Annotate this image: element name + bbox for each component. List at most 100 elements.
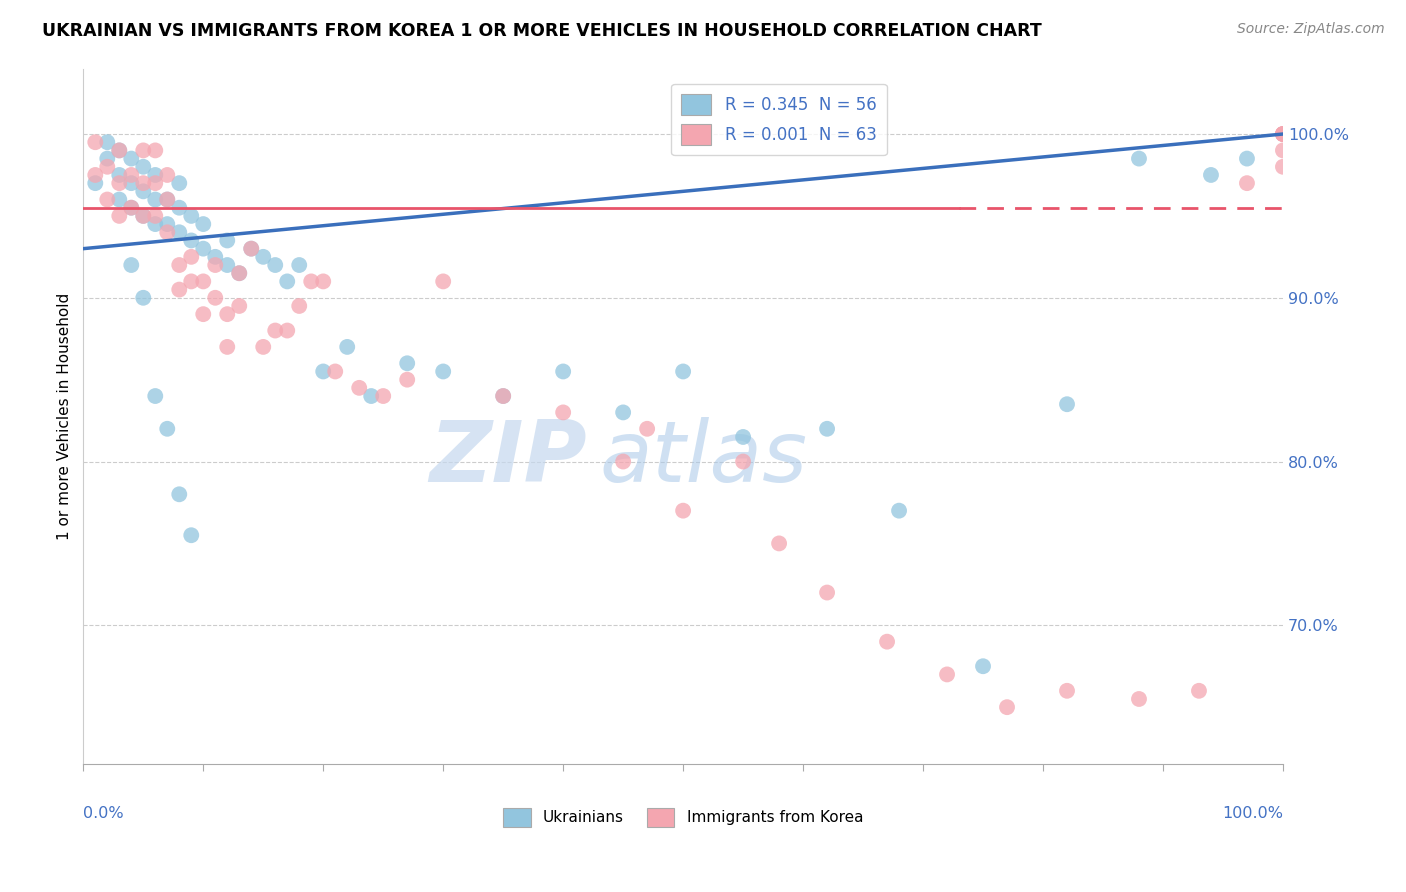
Point [1271, 127, 1294, 141]
Point [815, 422, 838, 436]
Point [252, 250, 274, 264]
Point [228, 266, 250, 280]
Point [1188, 683, 1211, 698]
Point [180, 528, 202, 542]
Point [323, 364, 346, 378]
Point [120, 168, 142, 182]
Point [276, 324, 298, 338]
Point [143, 176, 166, 190]
Point [108, 168, 131, 182]
Point [1056, 683, 1078, 698]
Point [672, 364, 695, 378]
Point [217, 340, 239, 354]
Point [636, 422, 658, 436]
Point [167, 225, 190, 239]
Point [143, 209, 166, 223]
Point [936, 667, 959, 681]
Point [217, 307, 239, 321]
Point [612, 405, 634, 419]
Point [299, 274, 322, 288]
Point [143, 168, 166, 182]
Text: UKRAINIAN VS IMMIGRANTS FROM KOREA 1 OR MORE VEHICLES IN HOUSEHOLD CORRELATION C: UKRAINIAN VS IMMIGRANTS FROM KOREA 1 OR … [42, 22, 1042, 40]
Point [132, 291, 155, 305]
Point [204, 250, 226, 264]
Point [768, 536, 790, 550]
Point [492, 389, 515, 403]
Point [887, 503, 910, 517]
Point [373, 389, 395, 403]
Point [132, 176, 155, 190]
Point [336, 340, 359, 354]
Point [120, 201, 142, 215]
Point [180, 234, 202, 248]
Point [995, 700, 1018, 714]
Point [84, 168, 107, 182]
Point [120, 258, 142, 272]
Point [972, 659, 994, 673]
Point [288, 258, 311, 272]
Point [132, 144, 155, 158]
Point [180, 274, 202, 288]
Point [132, 209, 155, 223]
Point [264, 324, 287, 338]
Text: atlas: atlas [599, 417, 807, 500]
Point [553, 364, 575, 378]
Point [193, 307, 215, 321]
Point [312, 364, 335, 378]
Point [492, 389, 515, 403]
Point [84, 176, 107, 190]
Point [167, 283, 190, 297]
Legend: Ukrainians, Immigrants from Korea: Ukrainians, Immigrants from Korea [498, 802, 869, 833]
Point [156, 422, 179, 436]
Point [156, 193, 179, 207]
Point [96, 160, 118, 174]
Point [96, 135, 118, 149]
Point [193, 242, 215, 256]
Point [1271, 127, 1294, 141]
Point [180, 209, 202, 223]
Point [240, 242, 263, 256]
Point [193, 274, 215, 288]
Point [1128, 692, 1150, 706]
Point [217, 258, 239, 272]
Point [1271, 144, 1294, 158]
Point [180, 250, 202, 264]
Point [733, 454, 755, 468]
Point [156, 225, 179, 239]
Point [1271, 127, 1294, 141]
Point [193, 217, 215, 231]
Point [1271, 127, 1294, 141]
Point [252, 340, 274, 354]
Point [96, 152, 118, 166]
Point [432, 364, 454, 378]
Point [1271, 160, 1294, 174]
Point [143, 193, 166, 207]
Point [96, 193, 118, 207]
Point [132, 160, 155, 174]
Point [1236, 176, 1258, 190]
Point [167, 201, 190, 215]
Point [143, 389, 166, 403]
Y-axis label: 1 or more Vehicles in Household: 1 or more Vehicles in Household [58, 293, 72, 541]
Point [120, 152, 142, 166]
Point [108, 144, 131, 158]
Point [228, 266, 250, 280]
Point [108, 209, 131, 223]
Point [876, 634, 898, 648]
Point [156, 168, 179, 182]
Point [612, 454, 634, 468]
Point [347, 381, 370, 395]
Point [108, 144, 131, 158]
Point [143, 144, 166, 158]
Point [1128, 152, 1150, 166]
Point [156, 193, 179, 207]
Point [672, 503, 695, 517]
Point [1056, 397, 1078, 411]
Point [204, 258, 226, 272]
Point [240, 242, 263, 256]
Point [553, 405, 575, 419]
Point [432, 274, 454, 288]
Point [132, 185, 155, 199]
Point [733, 430, 755, 444]
Point [84, 135, 107, 149]
